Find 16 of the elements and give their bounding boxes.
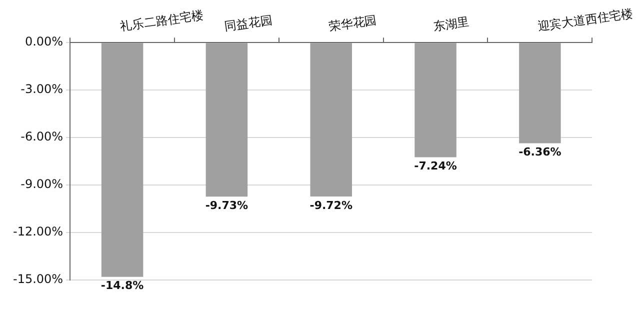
y-tick-label: 0.00% <box>24 34 64 49</box>
data-label: -6.36% <box>518 146 562 159</box>
y-tick-label: -6.00% <box>20 130 64 144</box>
y-tick-label: -3.00% <box>20 82 64 96</box>
data-label: -7.24% <box>414 160 457 173</box>
data-label: -14.8% <box>100 279 144 292</box>
y-tick-label: -12.00% <box>12 224 64 239</box>
data-label: -9.73% <box>205 198 248 212</box>
y-tick-label: -15.00% <box>12 272 64 286</box>
y-tick-label: -9.00% <box>20 177 64 192</box>
x-tick-label: 东湖里 <box>432 14 470 34</box>
x-tick-label: 同益花园 <box>224 13 274 34</box>
x-tick-label: 迎宾大道西住宅楼 <box>536 6 634 34</box>
x-tick-label: 礼乐二路住宅楼 <box>119 8 204 34</box>
x-tick-label: 荣华花园 <box>328 13 378 34</box>
data-label: -9.72% <box>310 198 352 212</box>
